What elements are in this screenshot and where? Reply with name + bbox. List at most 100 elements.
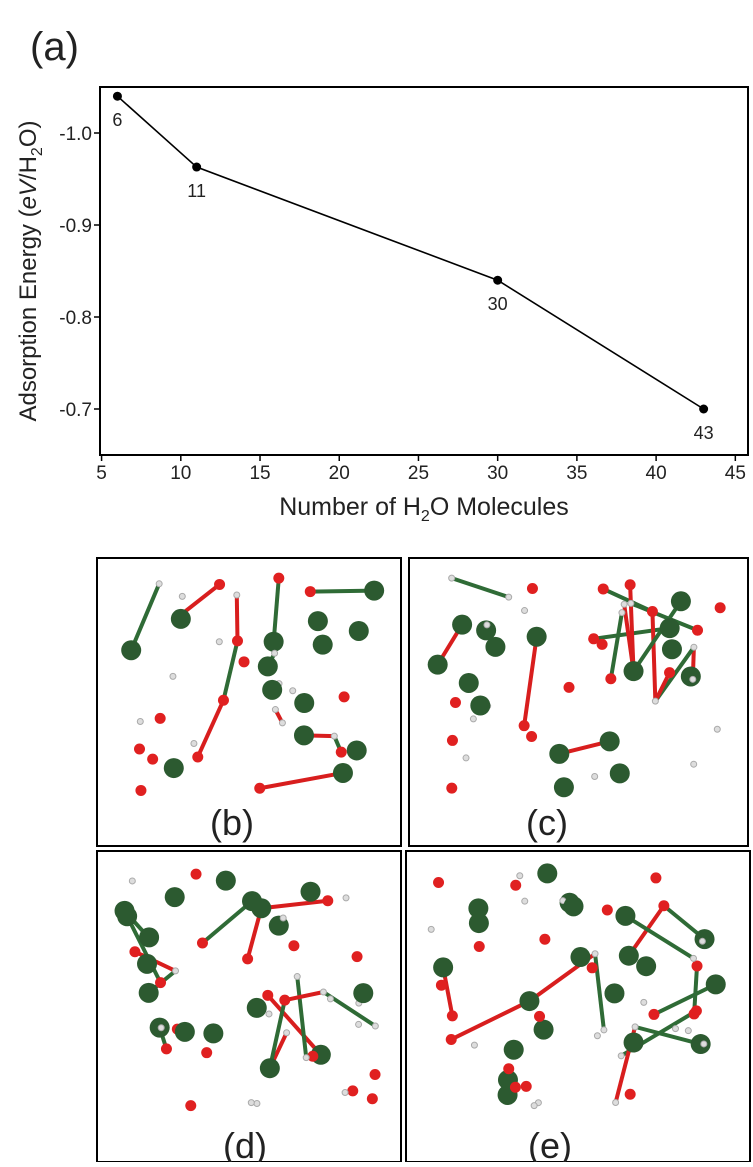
atom-hydrogen: [279, 914, 287, 922]
atom-metal: [139, 927, 160, 948]
point-label: 43: [694, 423, 714, 443]
bond: [261, 898, 328, 911]
atom-metal: [346, 740, 367, 761]
atom-oxygen: [518, 720, 530, 732]
bond: [284, 990, 324, 1003]
atom-metal: [636, 956, 657, 977]
atom-hydrogen: [631, 1023, 639, 1031]
atom-metal: [615, 905, 636, 926]
y-axis-title-part: O): [15, 120, 42, 147]
atom-metal: [570, 947, 591, 968]
atom-oxygen: [231, 635, 243, 647]
atom-oxygen: [509, 1081, 521, 1093]
atom-hydrogen: [684, 1027, 692, 1035]
atom-oxygen: [304, 586, 316, 598]
point: [493, 275, 503, 285]
atom-oxygen: [369, 1068, 381, 1080]
point-label: 30: [488, 294, 508, 314]
atom-hydrogen: [521, 897, 529, 905]
atom-metal: [533, 1019, 554, 1040]
atom-metal: [263, 631, 284, 652]
bond: [266, 993, 323, 1057]
atom-hydrogen: [672, 1025, 680, 1033]
atom-oxygen: [446, 1010, 458, 1022]
bond: [201, 899, 254, 945]
atom-hydrogen: [355, 1020, 363, 1028]
atom-oxygen: [185, 1100, 197, 1112]
panel-label: (b): [210, 802, 254, 843]
atom-metal: [503, 1039, 524, 1060]
y-tick-label: -0.9: [59, 216, 92, 237]
point-label: 6: [112, 110, 122, 130]
bond: [129, 583, 162, 651]
atom-hydrogen: [215, 638, 223, 646]
atom-metal: [203, 1023, 224, 1044]
atom-hydrogen: [612, 1099, 620, 1107]
atom-metal: [332, 762, 353, 783]
atom-oxygen: [624, 1088, 636, 1100]
atom-hydrogen: [505, 593, 513, 601]
x-tick-label: 10: [170, 463, 191, 484]
atom-hydrogen: [190, 739, 198, 747]
atom-oxygen: [347, 1085, 359, 1097]
bond: [653, 982, 717, 1017]
panel-label: (c): [526, 802, 568, 843]
atom-metal: [257, 656, 278, 677]
x-tick-label: 40: [646, 463, 667, 484]
bond: [267, 999, 287, 1069]
atom-oxygen: [154, 712, 166, 724]
bond: [295, 976, 309, 1058]
atom-hydrogen: [326, 995, 334, 1003]
atom-hydrogen: [600, 1026, 608, 1034]
atom-oxygen: [433, 876, 445, 888]
atom-hydrogen: [128, 877, 136, 885]
bond: [602, 587, 654, 614]
bond: [125, 915, 163, 984]
atom-oxygen: [690, 1005, 702, 1017]
y-axis-title-part: Adsorption Energy (: [15, 209, 42, 421]
atom-metal: [433, 957, 454, 978]
atom-metal: [661, 639, 682, 660]
atom-oxygen: [242, 953, 254, 965]
atom-oxygen: [196, 937, 208, 949]
atom-metal: [138, 982, 159, 1003]
panel-frame: [408, 557, 749, 847]
atom-metal: [293, 725, 314, 746]
atom-oxygen: [691, 960, 703, 972]
atom-oxygen: [650, 872, 662, 884]
atom-hydrogen: [462, 754, 470, 762]
atom-metal: [623, 1032, 644, 1053]
y-axis-title-part: eV: [15, 178, 42, 209]
atom-metal: [609, 763, 630, 784]
y-axis-title: Adsorption Energy (eV/H2O): [15, 120, 46, 421]
atom-hydrogen: [278, 719, 286, 727]
atom-oxygen: [658, 900, 670, 912]
atom-hydrogen: [689, 675, 697, 683]
atom-oxygen: [714, 602, 726, 614]
atom-hydrogen: [136, 717, 144, 725]
atom-oxygen: [601, 904, 613, 916]
point-label: 11: [187, 181, 206, 201]
atom-metal: [353, 983, 374, 1004]
atom-hydrogen: [620, 600, 628, 608]
atom-hydrogen: [530, 1102, 538, 1110]
atom-hydrogen: [293, 973, 301, 981]
atom-hydrogen: [265, 1010, 273, 1018]
x-tick-label: 35: [566, 463, 587, 484]
atom-hydrogen: [627, 599, 635, 607]
atom-oxygen: [520, 1080, 532, 1092]
atom-metal: [476, 620, 497, 641]
point: [192, 162, 202, 172]
x-tick-label: 45: [725, 463, 746, 484]
atom-hydrogen: [247, 1099, 255, 1107]
bond: [221, 640, 240, 701]
y-tick-label: -0.7: [59, 400, 92, 421]
atom-oxygen: [273, 572, 285, 584]
bond: [608, 612, 624, 680]
atom-oxygen: [254, 782, 266, 794]
atom-oxygen: [605, 673, 617, 685]
atom-oxygen: [624, 579, 636, 591]
atom-hydrogen: [330, 732, 338, 740]
atom-oxygen: [586, 962, 598, 974]
atom-oxygen: [322, 895, 334, 907]
